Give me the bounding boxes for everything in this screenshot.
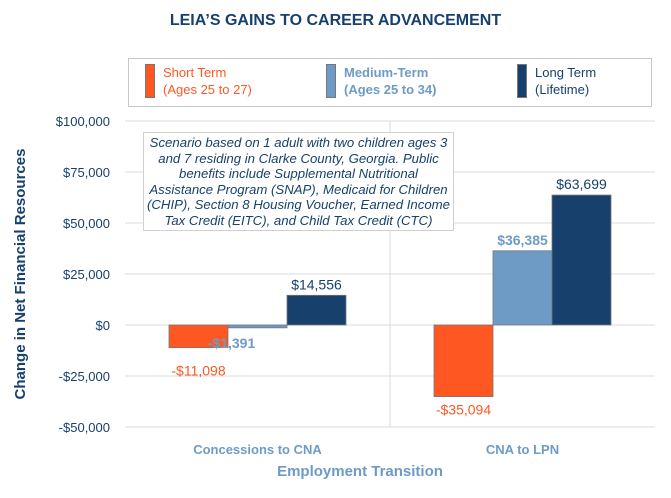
y-tick-label: $100,000 — [56, 114, 110, 129]
bar-long — [551, 194, 612, 326]
y-tick-label: $0 — [96, 318, 110, 333]
legend: Short Term (Ages 25 to 27) Medium-Term (… — [128, 58, 652, 107]
bar-short — [168, 324, 229, 349]
chart-title: LEIA’S GAINS TO CAREER ADVANCEMENT — [169, 12, 502, 29]
legend-label: Long Term (Lifetime) — [535, 65, 597, 97]
y-tick-label: -$25,000 — [59, 369, 110, 384]
bar-medium — [492, 250, 553, 326]
data-label: $36,385 — [497, 232, 548, 248]
data-label: $63,699 — [556, 176, 607, 192]
data-label: $14,556 — [291, 276, 342, 292]
y-tick-label: $25,000 — [63, 267, 110, 282]
data-label: -$35,094 — [436, 402, 491, 418]
data-label: -$11,098 — [171, 363, 225, 379]
bar-long — [286, 294, 347, 326]
data-label: -$1,391 — [208, 335, 256, 351]
legend-swatch — [145, 64, 155, 98]
legend-item-long-term: Long Term (Lifetime) — [517, 64, 596, 98]
legend-label: Medium-Term (Ages 25 to 34) — [344, 65, 437, 97]
legend-swatch — [326, 64, 336, 98]
y-tick-label: -$50,000 — [59, 420, 110, 435]
x-tick-label: Concessions to CNA — [193, 442, 322, 457]
legend-item-short-term: Short Term (Ages 25 to 27) — [145, 64, 252, 98]
legend-label: Short Term (Ages 25 to 27) — [163, 65, 252, 97]
y-tick-label: $50,000 — [63, 216, 110, 231]
legend-swatch — [517, 64, 527, 98]
y-axis-label: Change in Net Financial Resources — [12, 149, 29, 400]
bar-short — [433, 324, 494, 397]
bar-medium — [227, 324, 288, 329]
x-axis-label: Employment Transition — [277, 463, 443, 480]
x-tick-label: CNA to LPN — [486, 442, 559, 457]
y-tick-label: $75,000 — [63, 165, 110, 180]
legend-item-medium-term: Medium-Term (Ages 25 to 34) — [326, 64, 436, 98]
scenario-note: Scenario based on 1 adult with two child… — [143, 132, 454, 231]
